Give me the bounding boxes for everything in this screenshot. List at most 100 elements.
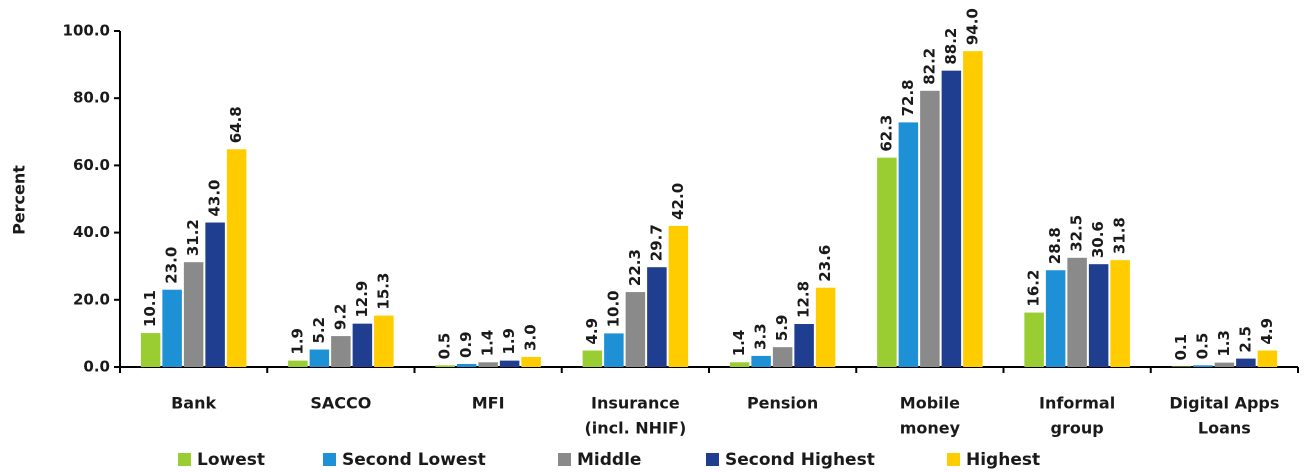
y-tick-label: 20.0 [73,290,110,308]
bar [1236,358,1256,367]
bar [183,262,204,367]
data-label: 3.0 [522,324,540,351]
data-label: 1.9 [288,328,306,355]
bar [1214,362,1235,367]
bar [288,360,308,367]
data-label: 1.3 [1215,330,1233,357]
data-label: 5.9 [773,315,791,342]
data-label: 10.0 [604,290,622,327]
bar [1045,270,1066,367]
data-label: 23.0 [163,247,181,284]
data-label: 1.4 [479,330,497,357]
x-tick-label: Insurance [591,394,680,413]
legend-label: Second Highest [725,450,875,470]
data-label: 31.8 [1111,217,1129,254]
data-label: 12.8 [795,281,813,318]
data-label: 88.2 [942,28,960,65]
bar [1193,365,1213,367]
data-label: 42.0 [669,183,687,220]
bar [941,70,962,367]
legend-label: Lowest [197,450,265,470]
data-label: 28.8 [1046,227,1064,264]
data-label: 4.9 [583,318,601,345]
bar [668,225,689,367]
legend-label: Highest [966,450,1040,470]
data-label: 1.4 [730,330,748,357]
x-tick-label: Informal [1039,394,1115,413]
data-label: 15.3 [374,273,392,310]
plot-area: 0.0 20.0 40.0 60.0 80.0 100.0 Bank 10.123.031.2… [63,8,1299,438]
x-tick-label: MFI [472,394,505,413]
data-label: 0.9 [457,331,475,358]
bar [877,157,897,367]
data-label: 16.2 [1025,270,1043,307]
data-label: 1.9 [500,328,518,355]
data-label: 0.5 [436,333,454,360]
bar [1024,312,1044,367]
data-label: 2.5 [1236,326,1254,353]
bar [604,333,624,367]
bar [1110,260,1130,367]
data-label: 64.8 [227,106,245,143]
legend-swatch [706,453,719,466]
bar [352,323,373,367]
y-tick-label: 60.0 [73,156,110,174]
x-tick-label: Loans [1198,419,1251,438]
x-tick-label: Bank [171,394,216,413]
data-label: 12.9 [353,281,371,318]
bar [1088,264,1109,367]
bar [647,267,667,367]
bar [794,323,814,367]
data-label: 9.2 [331,304,349,331]
bar [751,355,771,367]
bar [226,149,247,367]
data-label: 0.1 [1172,334,1190,361]
bar [1067,257,1087,367]
legend-swatch [558,453,571,466]
data-label: 23.6 [816,245,834,282]
bar [162,289,182,367]
data-label: 3.3 [752,323,770,350]
data-label: 62.3 [877,115,895,152]
data-label: 30.6 [1089,221,1107,258]
bar [920,90,940,368]
data-label: 10.1 [141,290,159,327]
data-label: 72.8 [899,79,917,116]
data-label: 82.2 [920,48,938,85]
y-axis-label: Percent [10,165,29,235]
legend-swatch [947,453,960,466]
y-tick-label: 40.0 [73,223,110,241]
x-tick-label: Digital Apps [1169,394,1279,413]
bar [582,350,603,367]
bar [456,363,477,367]
bar [478,362,498,367]
bar [521,356,541,367]
data-label: 22.3 [626,249,644,286]
data-label: 0.5 [1193,333,1211,360]
x-tick-label: money [900,419,961,438]
x-tick-label: SACCO [310,394,371,413]
data-label: 29.7 [647,224,665,261]
bar [898,122,919,367]
x-tick-label: Mobile [900,394,960,413]
y-tick-label: 80.0 [73,89,110,107]
bar [331,336,351,367]
bar [815,287,836,367]
legend-swatch [323,453,336,466]
bar [499,360,520,367]
x-tick-label: (incl. NHIF) [584,419,686,438]
data-label: 94.0 [963,8,981,45]
bar [772,347,793,367]
bar [1171,366,1192,367]
data-label: 5.2 [310,317,328,344]
bar [140,333,161,367]
bar [963,51,983,367]
data-label: 43.0 [206,180,224,217]
legend-label: Second Lowest [342,450,486,470]
bar [435,365,455,367]
bar [1257,350,1278,367]
legend-swatch [178,453,191,466]
legend: Lowest Second Lowest Middle Second Highest H… [178,450,1040,470]
y-tick-label: 0.0 [83,358,110,376]
